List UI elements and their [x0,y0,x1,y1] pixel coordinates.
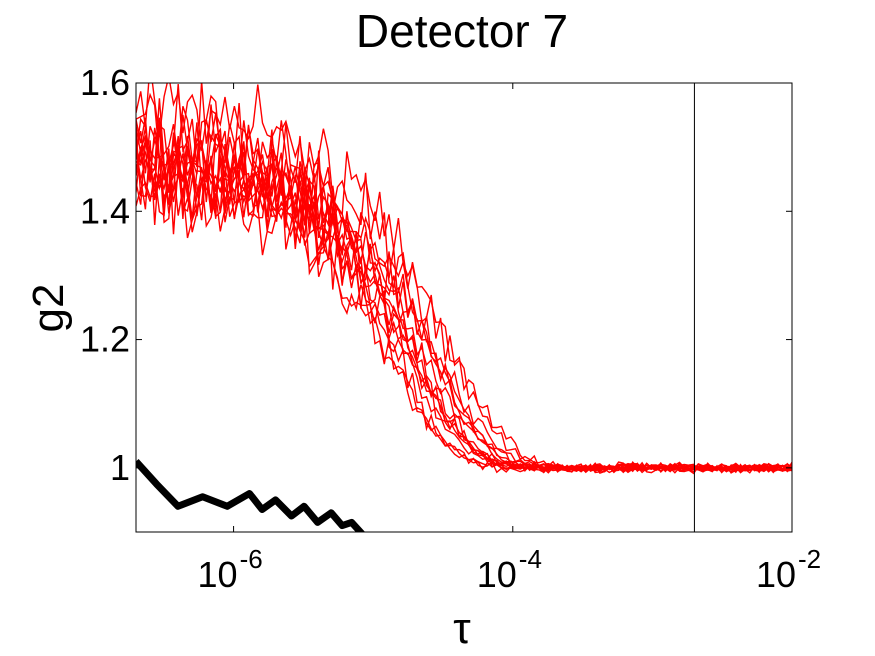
x-axis-label: τ [453,604,471,653]
y-tick-label: 1.2 [80,319,130,360]
red-series-line [136,120,792,474]
plot-area-frame [135,82,793,533]
x-tick-label: 10 [756,554,796,595]
chart-title: Detector 7 [356,5,568,57]
x-tick-label: 10 [198,554,238,595]
x-tick-exponent: -2 [798,544,821,574]
x-tick-label: 10 [477,554,517,595]
black-series-line [136,459,366,532]
y-tick-label: 1 [110,447,130,488]
y-axis-label: g2 [24,284,73,333]
red-series-line [136,133,792,474]
y-tick-label: 1.6 [80,62,130,103]
red-series-line [136,147,792,474]
x-tick-exponent: -6 [240,544,263,574]
y-tick-label: 1.4 [80,190,130,231]
x-tick-exponent: -4 [519,544,542,574]
